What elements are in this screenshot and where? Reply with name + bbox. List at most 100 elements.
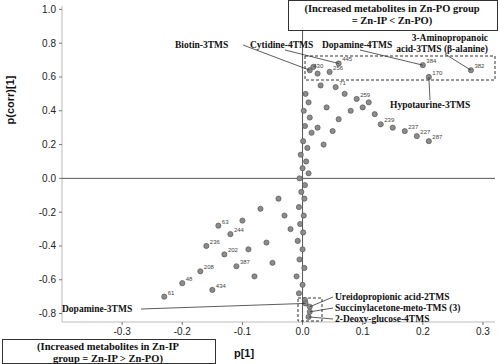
point-label: 384: [426, 58, 437, 64]
y-tick-label: -0.4: [39, 240, 57, 251]
point: [315, 125, 320, 130]
point: [372, 112, 377, 117]
point: [258, 206, 263, 211]
point-label: 63: [222, 219, 229, 225]
point: [302, 123, 307, 128]
x-tick-label: 0.0: [296, 326, 310, 337]
x-tick: [182, 322, 183, 325]
point-label: 202: [228, 247, 239, 253]
point-label: 382: [474, 63, 485, 69]
chart: -0.3-0.2-0.10.00.10.20.31.00.80.60.40.20…: [0, 0, 500, 364]
group-note: (Increased metabolites in Zn-PO group: [304, 3, 479, 15]
point-label: 61: [168, 290, 175, 296]
y-tick: [59, 43, 62, 44]
annotation: Succinylacetone-meto-TMS (3): [335, 303, 460, 314]
point: [234, 264, 239, 269]
point: [315, 71, 320, 76]
point-label: 239: [384, 117, 395, 123]
point: [426, 139, 431, 144]
y-axis-line: [62, 6, 63, 322]
y-tick-label: -0.6: [39, 274, 57, 285]
point: [307, 115, 312, 120]
group-note: = Zn-IP < Zn-PO): [352, 15, 433, 27]
annotation: 2-Deoxy-glucose-4TMS: [335, 314, 429, 324]
y-tick-label: -0.2: [39, 207, 57, 218]
x-tick-label: -0.3: [114, 326, 132, 337]
point: [330, 128, 335, 133]
note-box: [289, 1, 498, 31]
x-tick: [242, 322, 243, 325]
x-tick: [482, 322, 483, 325]
x-tick-label: -0.2: [174, 326, 192, 337]
y-tick: [59, 76, 62, 77]
point: [222, 252, 227, 257]
point: [342, 91, 347, 96]
point: [297, 257, 302, 262]
y-tick: [59, 144, 62, 145]
y-tick-label: 0.6: [42, 71, 56, 82]
point-label: 208: [204, 264, 215, 270]
point-label: 227: [420, 129, 431, 135]
point: [264, 240, 269, 245]
point: [309, 130, 314, 135]
x-tick: [122, 322, 123, 325]
point: [336, 117, 341, 122]
point: [228, 232, 233, 237]
point: [198, 269, 203, 274]
y-tick-label: 0.8: [42, 38, 56, 49]
annotation: 3-Aminopropanoic: [412, 33, 488, 43]
x-tick-label: 0.3: [476, 326, 490, 337]
note-box: [3, 340, 216, 364]
point: [390, 125, 395, 130]
annotation: acid-3TMS (β-alanine): [396, 44, 488, 55]
y-tick-label: 0.4: [42, 105, 56, 116]
x-axis-line: [62, 322, 495, 323]
y-tick: [59, 245, 62, 246]
point: [348, 108, 353, 113]
point: [333, 85, 338, 90]
point: [301, 108, 306, 113]
point: [296, 204, 301, 209]
point: [240, 218, 245, 223]
leader-line: [285, 50, 339, 63]
point-label: 430: [313, 63, 324, 69]
y-axis-label: p(corr)[1]: [4, 75, 16, 124]
point: [299, 189, 304, 194]
point: [298, 221, 303, 226]
point: [276, 196, 281, 201]
leader-line: [310, 297, 333, 307]
point: [301, 139, 306, 144]
point: [300, 247, 305, 252]
zero-line-v: [302, 6, 303, 322]
point: [210, 287, 215, 292]
leader-line: [309, 317, 333, 319]
point: [300, 166, 305, 171]
point: [300, 282, 305, 287]
group-note: group = Zn-IP > Zn-PO): [53, 353, 163, 364]
point: [306, 171, 311, 176]
point: [297, 176, 302, 181]
leader-line: [445, 54, 471, 70]
leader-line: [429, 77, 430, 100]
point: [295, 238, 300, 243]
point-label: 170: [432, 70, 443, 76]
point-label: 237: [408, 124, 419, 130]
x-tick-label: 0.1: [356, 326, 370, 337]
point: [318, 83, 323, 88]
leader-line: [141, 303, 306, 309]
leader-line: [310, 308, 333, 312]
point: [321, 142, 326, 147]
annotation: Ureidopropionic acid-2TMS: [335, 292, 449, 302]
point: [378, 122, 383, 127]
zero-line-h: [62, 178, 495, 179]
point: [204, 243, 209, 248]
point: [216, 223, 221, 228]
point: [296, 291, 301, 296]
y-tick: [59, 279, 62, 280]
x-axis-label: p[1]: [234, 347, 255, 359]
y-tick: [59, 9, 62, 10]
point-label: 445: [342, 56, 353, 62]
point: [366, 100, 371, 105]
point: [270, 260, 275, 265]
point-label: 48: [186, 276, 193, 282]
